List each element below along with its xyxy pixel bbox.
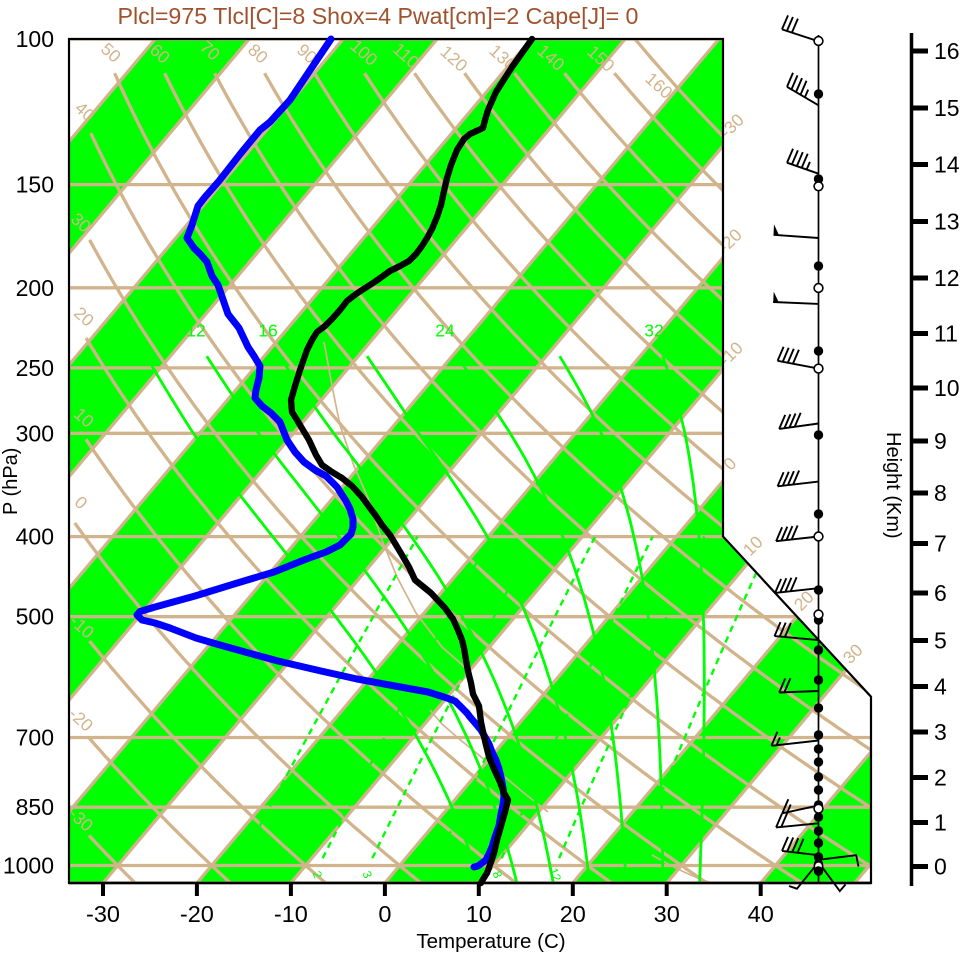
svg-text:6: 6 [934,580,947,606]
svg-text:Temperature (C): Temperature (C) [416,930,565,953]
svg-text:250: 250 [16,355,54,381]
svg-text:2: 2 [310,869,326,881]
svg-text:8: 8 [934,480,947,506]
svg-text:24: 24 [435,321,455,341]
svg-text:13: 13 [934,209,960,235]
svg-text:30: 30 [654,901,680,927]
svg-text:1: 1 [229,869,245,881]
svg-text:16: 16 [934,38,960,64]
svg-text:20: 20 [560,901,586,927]
svg-text:10: 10 [934,375,960,401]
svg-text:5: 5 [426,869,442,881]
svg-text:150: 150 [16,172,54,198]
svg-text:15: 15 [934,95,960,121]
svg-text:3: 3 [359,869,375,881]
svg-text:300: 300 [16,420,54,446]
svg-text:Plcl=975 Tlcl[C]=8 Shox=4 Pwat: Plcl=975 Tlcl[C]=8 Shox=4 Pwat[cm]=2 Cap… [118,3,639,29]
svg-text:40: 40 [748,901,774,927]
svg-text:1000: 1000 [3,853,54,879]
svg-text:P (hPa): P (hPa) [0,448,22,515]
svg-text:9: 9 [934,428,947,454]
svg-text:12: 12 [186,321,205,341]
svg-text:100: 100 [16,26,54,52]
svg-text:8: 8 [490,869,506,881]
svg-text:Height (Km): Height (Km) [882,432,904,539]
svg-text:16: 16 [258,321,277,341]
svg-text:2: 2 [934,765,947,791]
svg-text:-20: -20 [180,901,214,927]
svg-text:12: 12 [934,265,960,291]
svg-text:32: 32 [644,321,663,341]
svg-text:-10: -10 [274,901,308,927]
svg-text:11: 11 [934,321,958,347]
svg-text:0: 0 [934,854,947,880]
svg-text:700: 700 [16,725,54,751]
svg-text:14: 14 [934,152,960,178]
svg-text:0: 0 [378,901,391,927]
svg-text:200: 200 [16,275,54,301]
svg-text:5: 5 [934,628,947,654]
svg-text:7: 7 [934,531,947,557]
svg-text:4: 4 [934,674,947,700]
svg-text:10: 10 [466,901,492,927]
svg-text:1: 1 [934,810,947,836]
svg-text:850: 850 [16,794,54,820]
svg-text:400: 400 [16,524,54,550]
svg-text:-30: -30 [86,901,120,927]
svg-text:500: 500 [16,604,54,630]
svg-text:3: 3 [934,719,947,745]
